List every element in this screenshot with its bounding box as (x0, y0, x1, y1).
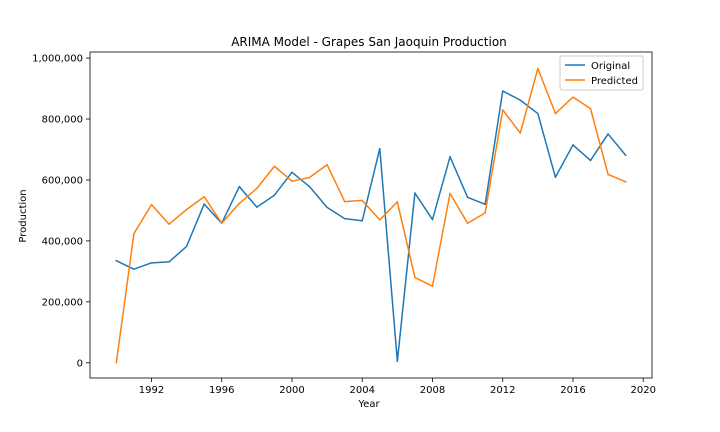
data-point-original (291, 171, 293, 174)
data-point-original (168, 261, 170, 263)
data-point-predicted (238, 202, 241, 205)
y-axis-label: Production (18, 189, 29, 242)
data-point-original (115, 259, 118, 262)
data-point-original (326, 206, 328, 209)
data-point-original (501, 90, 504, 92)
data-point-predicted (519, 132, 522, 134)
data-point-predicted (572, 96, 574, 98)
y-tick-label: 200,000 (42, 297, 83, 308)
data-point-predicted (466, 222, 469, 224)
x-tick-label: 2004 (349, 385, 374, 396)
data-point-predicted (185, 208, 188, 211)
data-point-predicted (501, 109, 504, 111)
data-point-original (256, 206, 258, 208)
data-point-predicted (554, 112, 557, 115)
data-point-predicted (203, 195, 205, 198)
data-point-original (449, 156, 451, 158)
legend-label-predicted: Predicted (591, 76, 638, 87)
x-tick-label: 2012 (490, 385, 515, 396)
data-point-predicted (308, 176, 311, 179)
data-point-predicted (484, 212, 486, 214)
data-point-predicted (273, 165, 276, 167)
data-point-predicted (133, 232, 135, 235)
series-original (115, 90, 627, 362)
data-point-original (484, 203, 486, 206)
data-point-original (185, 245, 188, 248)
data-point-original (537, 112, 539, 115)
data-point-predicted (379, 219, 381, 221)
data-point-original (343, 217, 346, 220)
data-point-original (519, 99, 522, 101)
y-tick-label: 1,000,000 (32, 54, 83, 65)
data-point-original (133, 268, 135, 270)
data-point-original (431, 218, 434, 221)
chart-title: ARIMA Model - Grapes San Jaoquin Product… (231, 35, 507, 49)
data-point-predicted (607, 173, 609, 176)
x-tick-label: 2016 (560, 385, 585, 396)
axes-layer: 1992 1996 2000 2004 2008 2012 2016 2020 0 200,000… (32, 51, 656, 396)
data-point-original (203, 203, 205, 205)
y-tick-label: 800,000 (42, 115, 83, 126)
data-point-predicted (537, 67, 539, 70)
data-point-predicted (168, 223, 170, 225)
data-point-original (554, 176, 557, 178)
data-point-predicted (431, 285, 434, 288)
data-point-predicted (326, 163, 328, 166)
x-tick-label: 2000 (279, 385, 304, 396)
series-line-predicted (115, 67, 627, 364)
plot-frame (89, 51, 653, 379)
data-point-original (308, 185, 311, 188)
x-tick-label: 1992 (139, 385, 164, 396)
x-tick-label: 2008 (420, 385, 445, 396)
data-point-predicted (291, 180, 293, 182)
data-point-predicted (150, 203, 153, 206)
data-point-predicted (624, 181, 627, 183)
data-point-original (589, 159, 592, 162)
data-point-original (361, 220, 363, 222)
data-point-original (414, 192, 416, 194)
data-point-predicted (396, 201, 399, 203)
data-point-original (396, 360, 399, 362)
data-point-predicted (361, 199, 363, 202)
data-point-original (607, 133, 609, 135)
data-point-original (273, 194, 276, 196)
data-point-predicted (115, 362, 118, 364)
x-axis-label: Year (357, 399, 380, 410)
data-point-predicted (220, 222, 223, 224)
y-tick-label: 600,000 (42, 175, 83, 186)
legend-label-original: Original (591, 61, 630, 72)
y-tick-label: 400,000 (42, 236, 83, 247)
x-tick-label: 1996 (209, 385, 234, 396)
data-point-predicted (343, 200, 346, 203)
data-point-original (572, 144, 574, 146)
data-point-original (238, 185, 241, 188)
data-point-predicted (449, 192, 451, 195)
data-point-original (624, 154, 627, 157)
legend: Original Predicted (559, 55, 644, 91)
data-point-predicted (256, 187, 258, 190)
data-point-predicted (589, 107, 592, 110)
data-point-predicted (414, 276, 416, 279)
x-tick-label: 2020 (630, 385, 655, 396)
series-predicted (115, 67, 627, 364)
data-point-original (379, 147, 381, 150)
series-layer (115, 67, 627, 364)
data-point-original (466, 196, 469, 199)
data-point-original (150, 262, 153, 264)
y-tick-label: 0 (77, 358, 83, 369)
series-line-original (115, 90, 627, 362)
